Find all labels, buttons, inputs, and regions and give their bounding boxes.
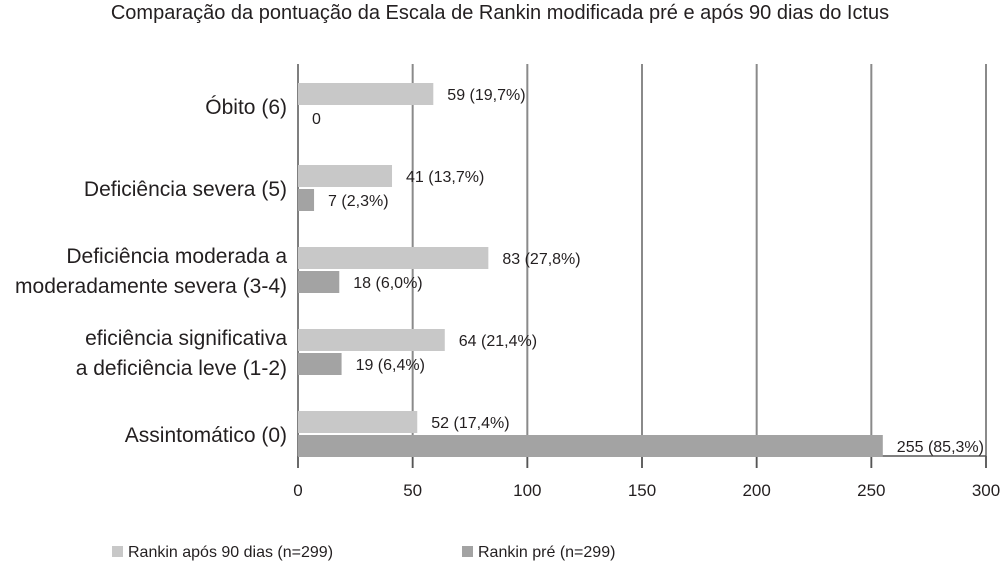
- data-label-after-90-days: 64 (21,4%): [459, 333, 537, 350]
- x-tick-label: 100: [513, 481, 541, 500]
- x-tick-label: 300: [972, 481, 1000, 500]
- bar-pre: [298, 189, 315, 211]
- category-label: Deficiência severa (5): [84, 178, 287, 201]
- bar-after-90-days: [298, 329, 445, 351]
- chart-title: Comparação da pontuação da Escala de Ran…: [110, 2, 890, 24]
- data-label-pre: 0: [312, 111, 321, 128]
- category-label: Óbito (6): [205, 96, 287, 119]
- legend-label-after-90-days: Rankin após 90 dias (n=299): [128, 544, 334, 561]
- bar-pre: [298, 353, 342, 375]
- category-label: eficiência significativa: [85, 327, 287, 350]
- data-label-pre: 7 (2,3%): [328, 193, 388, 210]
- data-label-after-90-days: 83 (27,8%): [502, 251, 580, 268]
- bar-chart: 0 50 100 150 200 250 300 Óbito (6) 59 (19,7%) 0 De…: [15, 64, 1000, 500]
- x-tick-label: 150: [628, 481, 656, 500]
- data-label-pre: 19 (6,4%): [356, 357, 425, 374]
- x-tick-label: 200: [742, 481, 770, 500]
- category-label: Deficiência moderada a: [66, 245, 287, 268]
- category-label: a deficiência leve (1-2): [76, 357, 287, 380]
- category-label: Assintomático (0): [125, 424, 287, 447]
- data-label-after-90-days: 41 (13,7%): [406, 169, 484, 186]
- bar-after-90-days: [298, 411, 418, 433]
- bar-after-90-days: [298, 247, 489, 269]
- legend-item-after-90-days: Rankin após 90 dias (n=299): [112, 543, 333, 563]
- legend-swatch-after-90-days: [112, 546, 123, 557]
- x-tick-label: 250: [857, 481, 885, 500]
- legend-item-pre: Rankin pré (n=299): [462, 543, 615, 563]
- bar-after-90-days: [298, 83, 434, 105]
- bar-pre: [298, 435, 883, 457]
- data-label-pre: 18 (6,0%): [353, 275, 422, 292]
- data-label-pre: 255 (85,3%): [897, 439, 984, 456]
- x-tick-label: 0: [293, 481, 302, 500]
- data-label-after-90-days: 52 (17,4%): [431, 415, 509, 432]
- bar-after-90-days: [298, 165, 393, 187]
- x-tick-label: 50: [403, 481, 422, 500]
- category-label: moderadamente severa (3-4): [15, 275, 287, 298]
- data-label-after-90-days: 59 (19,7%): [447, 87, 525, 104]
- legend-swatch-pre: [462, 546, 473, 557]
- bar-pre: [298, 271, 340, 293]
- legend-label-pre: Rankin pré (n=299): [478, 544, 616, 561]
